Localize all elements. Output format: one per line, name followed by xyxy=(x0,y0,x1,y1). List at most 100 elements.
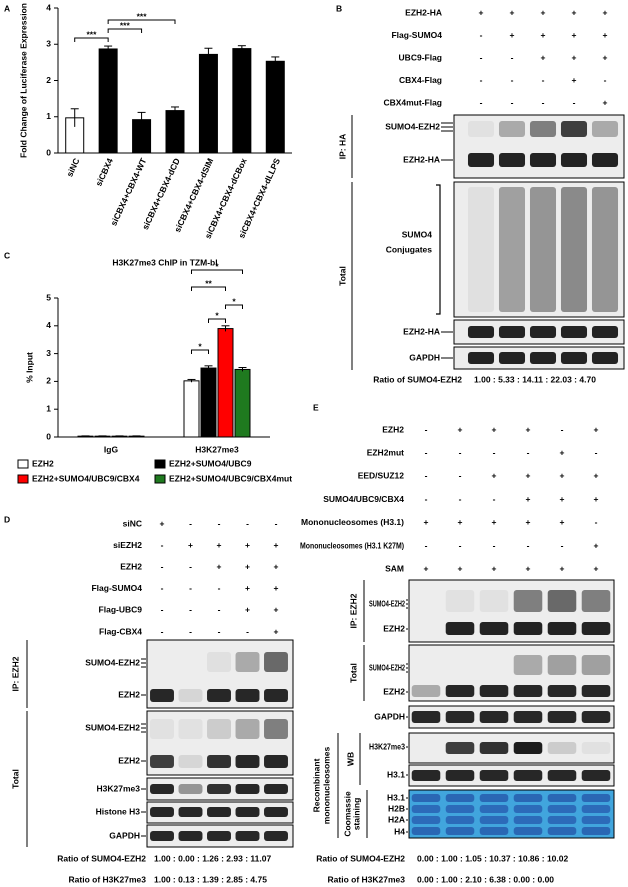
blot-band xyxy=(513,770,543,781)
legend-swatch xyxy=(154,459,166,469)
condition-sign: + xyxy=(526,517,531,527)
blot-band xyxy=(560,326,588,338)
condition-sign: + xyxy=(479,7,484,17)
condition-label: EZH2mut xyxy=(367,447,404,457)
condition-label: Mononucleosomes (H3.1) xyxy=(301,517,404,527)
blot-band xyxy=(446,655,475,675)
blot-band xyxy=(178,719,203,739)
condition-sign: + xyxy=(594,471,599,481)
blot-band xyxy=(178,807,203,817)
blot-band xyxy=(581,805,611,813)
blot-band xyxy=(412,655,441,675)
blot-band xyxy=(207,755,231,768)
condition-sign: - xyxy=(459,494,462,504)
condition-sign: - xyxy=(189,583,192,593)
blot-band xyxy=(235,831,260,841)
condition-sign: + xyxy=(526,424,531,434)
blot-band xyxy=(467,187,495,312)
blot-band xyxy=(591,153,619,167)
condition-sign: + xyxy=(245,540,250,550)
blot-band xyxy=(498,121,526,137)
condition-sign: + xyxy=(492,471,497,481)
bar xyxy=(198,53,218,154)
blot-band xyxy=(178,784,203,794)
blot-band xyxy=(445,794,475,802)
condition-sign: + xyxy=(560,494,565,504)
blot-band xyxy=(150,807,174,817)
blot-band xyxy=(529,352,557,364)
condition-label: Flag-SUMO4 xyxy=(91,583,142,593)
condition-label: EED/SUZ12 xyxy=(358,471,405,481)
blot-band xyxy=(581,622,611,635)
blot-band xyxy=(479,794,509,802)
blot-band xyxy=(581,711,611,723)
condition-sign: - xyxy=(161,605,164,615)
x-tick-label: siCBX4 xyxy=(93,156,115,187)
blot-band xyxy=(498,326,526,338)
blot-band xyxy=(529,187,557,312)
blot-band xyxy=(591,352,619,364)
condition-sign: - xyxy=(573,97,576,107)
significance-label: * xyxy=(215,261,219,271)
blot-band xyxy=(529,121,557,137)
condition-sign: + xyxy=(510,30,515,40)
blot-band xyxy=(560,352,588,364)
condition-label: siNC xyxy=(123,518,142,528)
blot-band xyxy=(498,352,526,364)
blot-band xyxy=(591,187,619,312)
legend-label: EZH2+SUMO4/UBC9/CBX4 xyxy=(32,473,140,483)
blot-band xyxy=(412,590,441,612)
condition-sign: - xyxy=(459,447,462,457)
blot-band xyxy=(264,807,288,817)
condition-sign: - xyxy=(189,626,192,636)
significance-label: * xyxy=(232,296,236,306)
blot-band xyxy=(178,755,203,768)
blot-band xyxy=(513,816,543,824)
group-label: Recombinant xyxy=(311,758,321,812)
condition-sign: + xyxy=(560,517,565,527)
blot-band xyxy=(560,121,588,137)
blot-band xyxy=(581,685,611,697)
condition-sign: + xyxy=(603,30,608,40)
condition-sign: + xyxy=(594,563,599,573)
condition-label: Flag-UBC9 xyxy=(99,605,143,615)
blot-band xyxy=(207,689,231,702)
group-label: IP: EZH2 xyxy=(10,656,20,691)
blot-strip xyxy=(408,579,615,643)
condition-sign: - xyxy=(493,447,496,457)
condition-sign: - xyxy=(480,30,483,40)
strip-label: Conjugates xyxy=(386,244,433,254)
blot-band xyxy=(445,711,475,723)
condition-sign: + xyxy=(245,605,250,615)
y-tick-label: 2 xyxy=(46,75,51,85)
ratio-label: Ratio of SUMO4-EZH2 xyxy=(57,853,146,863)
condition-label: Flag-SUMO4 xyxy=(391,30,442,40)
blot-band xyxy=(445,816,475,824)
condition-sign: + xyxy=(188,540,193,550)
condition-sign: - xyxy=(218,518,221,528)
significance-label: ** xyxy=(205,278,212,288)
y-tick-label: 5 xyxy=(46,292,51,302)
ratio-values: 1.00 : 5.33 : 14.11 : 22.03 : 4.70 xyxy=(474,374,596,384)
bar xyxy=(98,48,118,154)
blot-band xyxy=(235,689,260,702)
strip-label: H4 xyxy=(394,826,405,836)
significance-bracket xyxy=(191,286,226,291)
blot-band xyxy=(207,831,231,841)
condition-label: Mononucleosomes (H3.1 K27M) xyxy=(300,540,404,550)
ratio-values: 0.00 : 1.00 : 1.05 : 10.37 : 10.86 : 10.… xyxy=(417,853,568,863)
strip-label: SUMO4-EZH2 xyxy=(385,121,440,131)
strip-label: EZH2-HA xyxy=(403,154,440,164)
condition-sign: - xyxy=(189,561,192,571)
significance-label: *** xyxy=(86,29,97,39)
x-tick-label: H3K27me3 xyxy=(195,444,239,454)
blot-band xyxy=(445,770,475,781)
strip-label: GAPDH xyxy=(109,830,140,840)
condition-sign: - xyxy=(425,540,428,550)
y-tick-label: 1 xyxy=(46,403,51,413)
condition-sign: - xyxy=(493,494,496,504)
ratio-values: 1.00 : 0.00 : 1.26 : 2.93 : 11.07 xyxy=(154,853,271,863)
blot-band xyxy=(581,770,611,781)
condition-sign: - xyxy=(595,517,598,527)
condition-sign: + xyxy=(526,563,531,573)
